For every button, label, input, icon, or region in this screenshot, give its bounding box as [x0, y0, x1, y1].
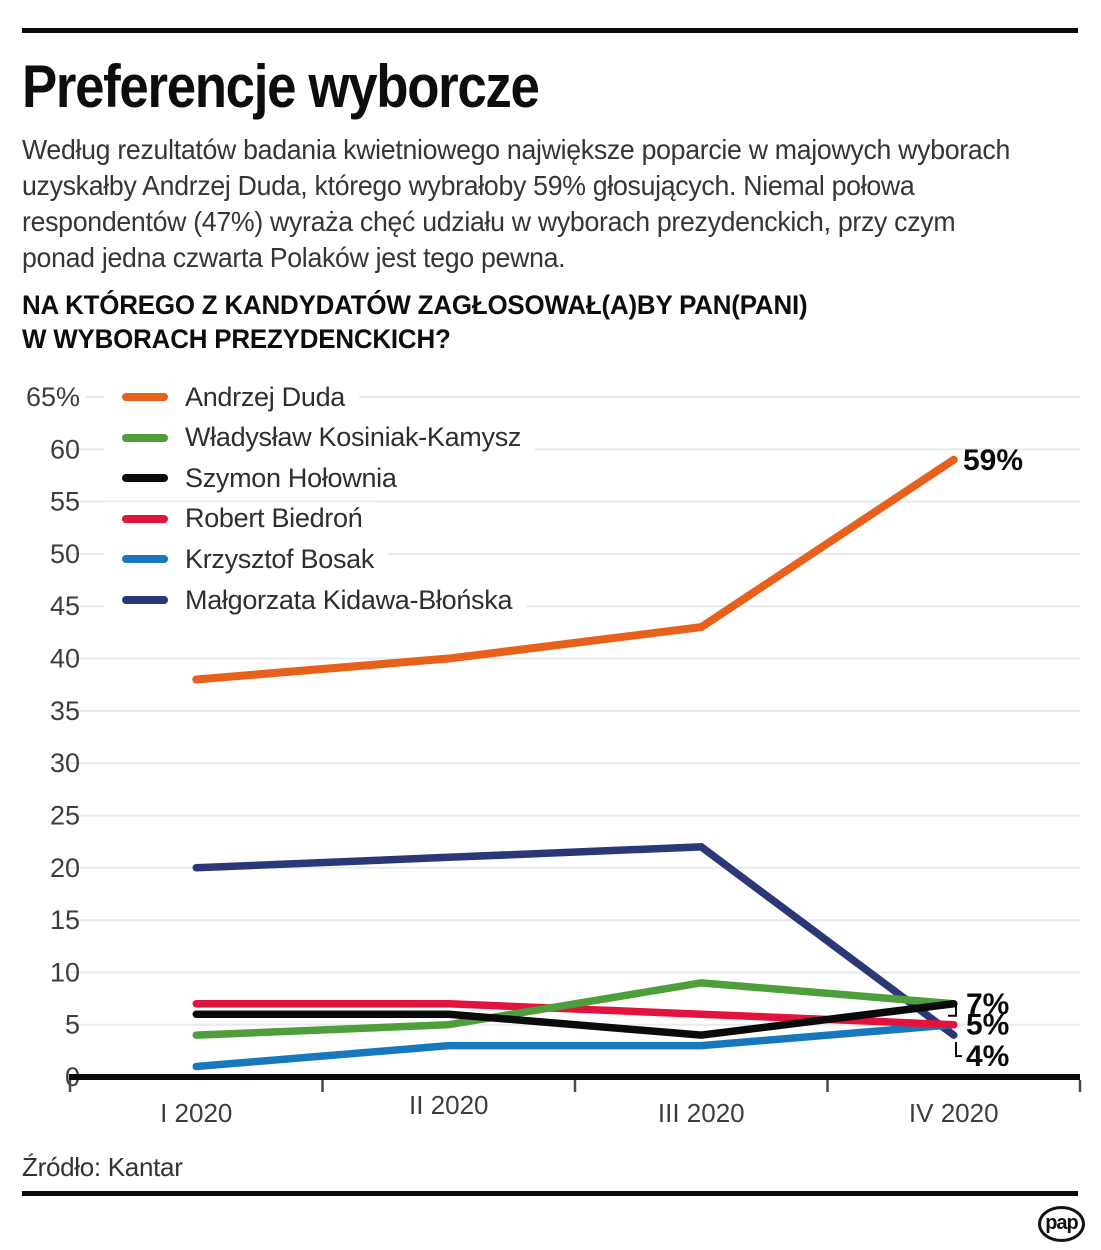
y-axis-tick-label: 60: [50, 434, 80, 464]
y-axis-tick-label: 35: [50, 696, 80, 726]
question-line: W WYBORACH PREZYDENCKICH?: [22, 324, 451, 354]
y-axis-tick-label: 5: [65, 1010, 80, 1040]
page-title: Preferencje wyborcze: [22, 53, 540, 120]
series-line-5: [192, 843, 958, 1039]
question-line: NA KTÓREGO Z KANDYDATÓW ZAGŁOSOWAŁ(A)BY …: [22, 290, 808, 320]
y-axis-tick-label: 50: [50, 539, 80, 569]
end-value-label: 5%: [966, 1009, 1009, 1042]
y-axis-tick-label: 20: [50, 853, 80, 883]
y-axis-tick-label: 15: [50, 905, 80, 935]
end-value-label: 4%: [966, 1040, 1009, 1073]
intro-line: Według rezultatów badania kwietniowego n…: [22, 134, 1011, 165]
series-line-1: [192, 979, 958, 1039]
intro-line: ponad jedna czwarta Polaków jest tego pe…: [22, 242, 566, 273]
label-connector: [948, 1004, 957, 1017]
top-divider-rule: [22, 28, 1078, 33]
pap-logo: pap: [1038, 1206, 1085, 1242]
y-axis-tick-label: 30: [50, 748, 80, 778]
y-axis-tick-label: 55: [50, 487, 80, 517]
x-axis-tick-label: IV 2020: [909, 1098, 999, 1128]
end-value-label: 59%: [963, 444, 1023, 477]
x-axis-tick-label: I 2020: [160, 1098, 232, 1128]
x-axis-tick-label: III 2020: [658, 1098, 745, 1128]
y-axis-tick-label: 25: [50, 800, 80, 830]
label-connector: [955, 1042, 962, 1058]
series-line-4: [192, 1020, 958, 1071]
y-axis-tick-label: 45: [50, 591, 80, 621]
y-axis-tick-label: 10: [50, 957, 80, 987]
intro-paragraph: Według rezultatów badania kwietniowego n…: [22, 132, 1010, 276]
x-axis-tick-label: II 2020: [409, 1090, 489, 1120]
intro-line: uzyskałby Andrzej Duda, którego wybrałob…: [22, 170, 915, 201]
source-attribution: Źródło: Kantar: [22, 1152, 183, 1182]
bottom-divider-rule: [22, 1191, 1078, 1196]
series-line-2: [192, 1000, 958, 1039]
intro-line: respondentów (47%) wyraża chęć udziału w…: [22, 206, 956, 237]
chart-question-heading: NA KTÓREGO Z KANDYDATÓW ZAGŁOSOWAŁ(A)BY …: [22, 288, 808, 356]
end-value-label: 7%: [966, 988, 1009, 1021]
y-axis-tick-label: 40: [50, 644, 80, 674]
y-axis-tick-label: 65%: [26, 382, 80, 412]
pap-logo-text: pap: [1045, 1211, 1079, 1234]
series-line-0: [192, 455, 958, 684]
